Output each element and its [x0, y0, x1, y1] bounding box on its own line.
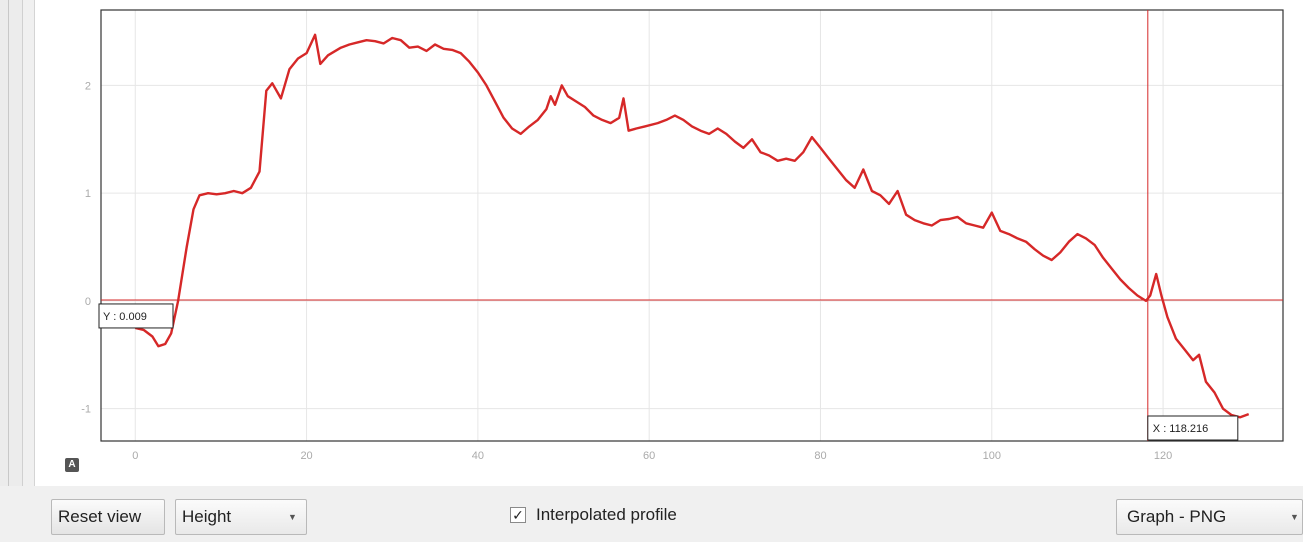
- x-tick-label: 60: [643, 450, 655, 462]
- x-tick-label: 80: [814, 450, 826, 462]
- chevron-down-icon: ▼: [1290, 512, 1299, 522]
- x-readout-label: X : 118.216: [1153, 423, 1208, 435]
- profile-graph-panel: 0 20 40 60 80 100 120 2 1 0 -1 Y : 0.009 X : 118.216: [34, 0, 1303, 487]
- interpolated-checkbox[interactable]: ✓: [510, 507, 526, 523]
- x-tick-label: 0: [132, 450, 138, 462]
- plot-frame: [100, 9, 1284, 442]
- y-tick-label: 0: [85, 296, 91, 308]
- x-tick-label: 100: [983, 450, 1001, 462]
- x-tick-label: 120: [1154, 450, 1172, 462]
- interpolated-label: Interpolated profile: [536, 505, 677, 524]
- y-tick-label: 2: [85, 80, 91, 92]
- reset-view-button[interactable]: Reset view: [51, 499, 165, 535]
- y-tick-label: 1: [85, 188, 91, 200]
- export-format-value: Graph - PNG: [1127, 507, 1227, 526]
- profile-line: [135, 33, 1250, 419]
- export-format-select[interactable]: Graph - PNG ▼: [1116, 499, 1303, 535]
- x-readout-box: [1147, 415, 1239, 441]
- plot-badge-icon: A: [65, 458, 79, 472]
- chevron-down-icon: ▼: [288, 512, 297, 522]
- profile-chart[interactable]: 0 20 40 60 80 100 120 2 1 0 -1 Y : 0.009 X : 118.216: [35, 0, 1303, 486]
- x-tick-label: 20: [300, 450, 312, 462]
- x-tick-label: 40: [472, 450, 484, 462]
- plot-area: [101, 10, 1283, 441]
- profile-mode-value: Height: [182, 507, 232, 526]
- y-readout-label: Y : 0.009: [103, 311, 147, 323]
- y-tick-label: -1: [81, 404, 91, 416]
- y-readout-box: [98, 303, 174, 329]
- left-panel-edge: [0, 0, 23, 542]
- graph-toolbar: Reset view Height ▼ ✓ Interpolated profi…: [0, 486, 1303, 542]
- profile-mode-select[interactable]: Height ▼: [175, 499, 307, 535]
